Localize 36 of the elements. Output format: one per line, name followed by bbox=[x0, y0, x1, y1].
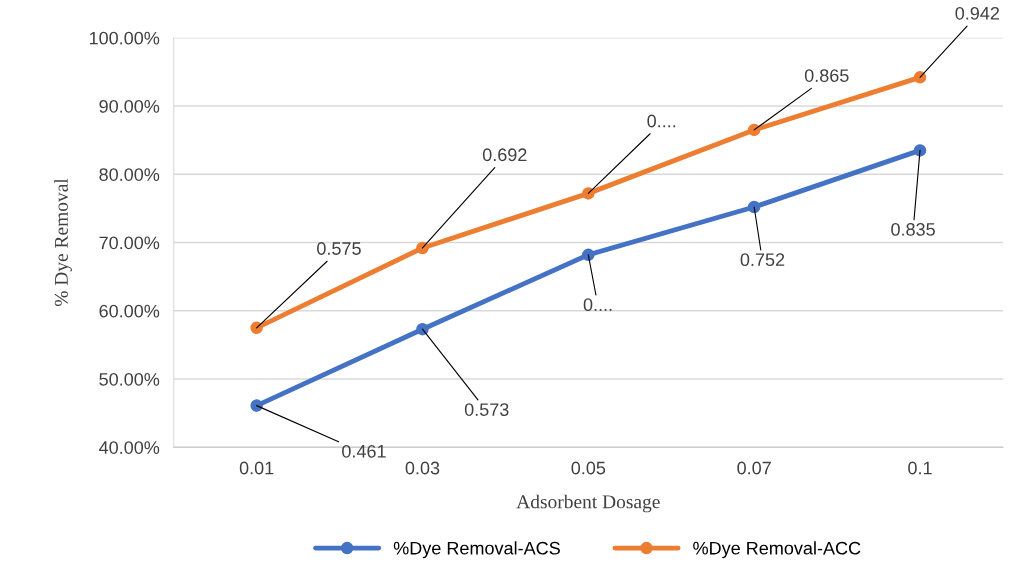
data-label: 0.835 bbox=[891, 223, 935, 236]
y-axis-title: % Dye Removal bbox=[54, 178, 72, 307]
point bbox=[250, 399, 263, 412]
point bbox=[913, 71, 927, 84]
data-label: 0.573 bbox=[464, 403, 509, 416]
point bbox=[250, 321, 263, 335]
point bbox=[913, 144, 927, 157]
point bbox=[747, 200, 761, 214]
data-label: 0.575 bbox=[317, 242, 361, 255]
data-label: 0.752 bbox=[740, 253, 785, 267]
legend-label: %Dye Removal-ACS bbox=[393, 541, 560, 559]
y-tick-label: 70.00% bbox=[99, 236, 160, 250]
y-tick-label: 50.00% bbox=[99, 372, 160, 386]
data-label: 0.... bbox=[647, 114, 676, 128]
x-tick-label: 0.01 bbox=[239, 461, 274, 475]
point bbox=[582, 248, 595, 262]
x-axis-title: Adsorbent Dosage bbox=[516, 494, 660, 513]
x-tick-label: 0.07 bbox=[737, 461, 771, 475]
y-tick-label: 60.00% bbox=[99, 304, 160, 318]
point bbox=[747, 123, 761, 137]
y-tick-label: 40.00% bbox=[99, 441, 160, 454]
data-label: 0.692 bbox=[482, 148, 527, 162]
y-tick-label: 90.00% bbox=[99, 99, 160, 113]
point bbox=[416, 241, 429, 255]
data-label: 0.... bbox=[583, 298, 612, 312]
point bbox=[582, 187, 595, 200]
x-tick-label: 0.1 bbox=[908, 461, 932, 475]
x-tick-label: 0.05 bbox=[571, 461, 606, 475]
data-label: 0.865 bbox=[804, 69, 849, 82]
legend-label: %Dye Removal-ACC bbox=[693, 541, 861, 559]
data-label: 0.461 bbox=[342, 444, 386, 458]
y-tick-label: 80.00% bbox=[99, 168, 160, 181]
point bbox=[416, 322, 429, 336]
x-tick-label: 0.03 bbox=[405, 461, 440, 475]
data-label: 0.942 bbox=[955, 6, 1000, 20]
y-tick-label: 100.00% bbox=[89, 31, 160, 45]
